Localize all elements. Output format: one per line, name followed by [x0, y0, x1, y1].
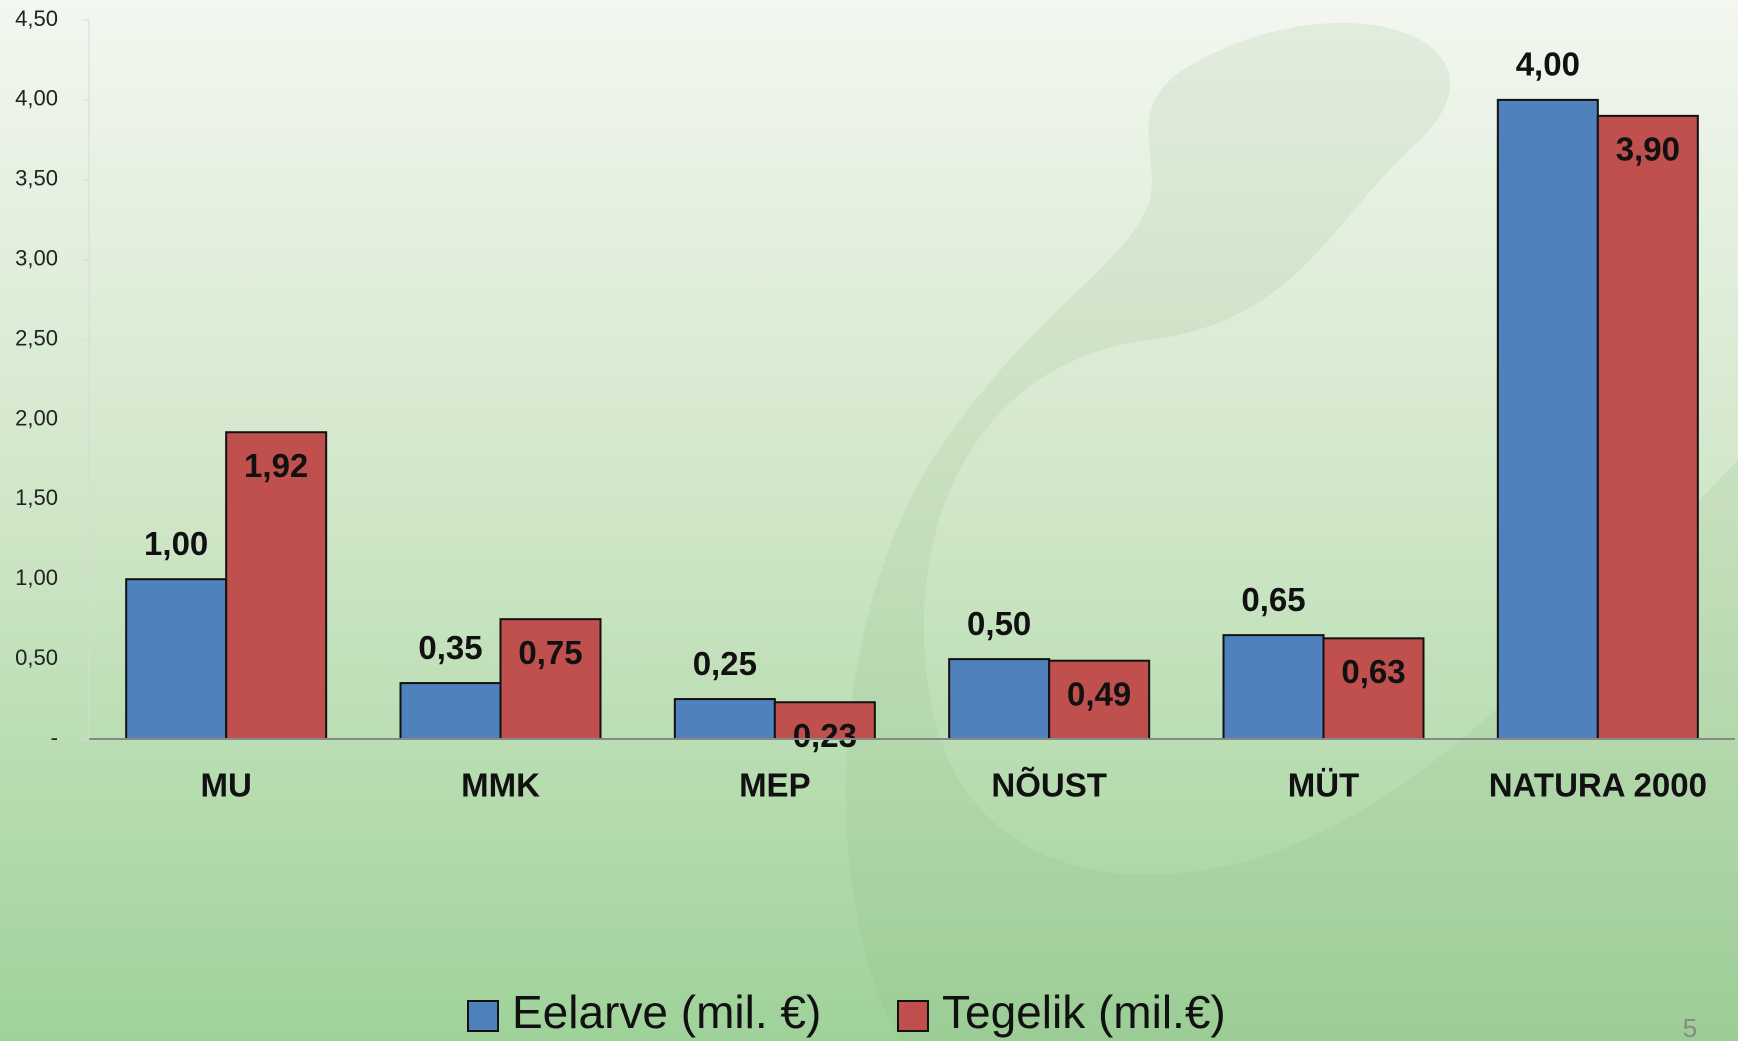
data-label: 0,49 [1067, 675, 1131, 712]
legend-swatch [898, 1001, 928, 1031]
x-tick-label: MEP [739, 767, 811, 804]
y-tick-label: 2,50 [15, 325, 58, 350]
bar [949, 659, 1049, 739]
bar [1224, 635, 1324, 739]
bar [126, 579, 226, 739]
chart: 5 - 0,50 1,00 1,50 2,00 2,50 3,00 3,50 4,00 4,50 M… [0, 0, 1738, 1041]
y-tick-label: 1,00 [15, 565, 58, 590]
y-tick-label: 3,00 [15, 245, 58, 270]
y-tick-label: 0,50 [15, 645, 58, 670]
legend-label: Tegelik (mil.€) [942, 986, 1226, 1038]
data-label: 1,00 [144, 525, 208, 562]
data-label: 3,90 [1616, 131, 1680, 168]
legend-label: Eelarve (mil. €) [512, 986, 821, 1038]
data-label: 0,23 [793, 717, 857, 754]
y-tick-label: 3,50 [15, 166, 58, 191]
x-tick-label: MMK [461, 767, 540, 804]
data-label: 0,25 [693, 645, 757, 682]
x-tick-label: MU [201, 767, 252, 804]
data-label: 0,65 [1241, 581, 1305, 618]
x-tick-label: NÕUST [991, 767, 1107, 804]
data-label: 4,00 [1516, 46, 1580, 83]
bar [1498, 100, 1598, 739]
y-tick-label: 4,50 [15, 6, 58, 31]
bar [401, 683, 501, 739]
bar [675, 699, 775, 739]
legend-swatch [468, 1001, 498, 1031]
y-tick-label: 1,50 [15, 485, 58, 510]
data-label: 0,35 [418, 629, 482, 666]
slide-number: 5 [1683, 1013, 1697, 1041]
y-tick-label: 2,00 [15, 405, 58, 430]
data-label: 0,50 [967, 605, 1031, 642]
bar [1598, 116, 1698, 739]
y-tick-label: 4,00 [15, 86, 58, 111]
data-label: 1,92 [244, 447, 308, 484]
x-tick-label: MÜT [1288, 767, 1359, 804]
data-label: 0,75 [518, 634, 582, 671]
x-tick-label: NATURA 2000 [1489, 767, 1707, 804]
data-label: 0,63 [1341, 653, 1405, 690]
y-tick-label: - [51, 725, 58, 750]
